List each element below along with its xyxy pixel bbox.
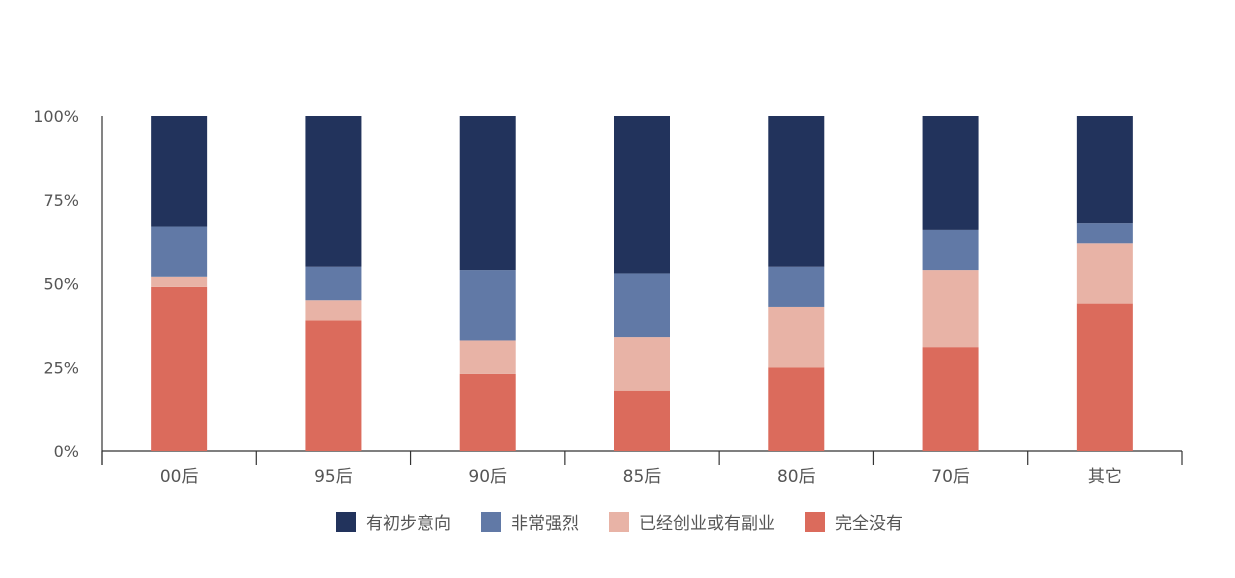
y-tick-label: 50% bbox=[43, 275, 79, 294]
legend-swatch bbox=[336, 512, 356, 532]
bar-segment bbox=[305, 266, 362, 301]
bar-segment bbox=[459, 116, 516, 271]
x-tick-label: 80后 bbox=[777, 467, 816, 487]
bar-segment bbox=[768, 266, 825, 307]
bar-segment bbox=[151, 226, 208, 277]
bar-segment bbox=[614, 116, 670, 274]
bar-segment bbox=[151, 286, 208, 451]
bar-segment bbox=[459, 373, 516, 451]
legend-label: 已经创业或有副业 bbox=[639, 514, 775, 534]
bar-segment bbox=[151, 116, 208, 227]
legend-swatch bbox=[481, 512, 501, 532]
bar-segment bbox=[305, 320, 362, 451]
bar-segment bbox=[1076, 303, 1133, 451]
bar-segment bbox=[614, 273, 670, 338]
bar-segment bbox=[1076, 223, 1133, 244]
legend-swatch bbox=[805, 512, 825, 532]
bar-segment bbox=[922, 229, 979, 271]
legend: 有初步意向 非常强烈 已经创业或有副业 完全没有 bbox=[336, 512, 903, 534]
x-tick-label: 其它 bbox=[1088, 467, 1122, 487]
legend-label: 有初步意向 bbox=[366, 514, 451, 534]
bar-segment bbox=[614, 337, 670, 391]
bar-segment bbox=[459, 270, 516, 341]
bar-segment bbox=[1076, 243, 1133, 304]
bar-segment bbox=[459, 340, 516, 374]
bar-segment bbox=[922, 347, 979, 451]
legend-label: 非常强烈 bbox=[511, 514, 579, 534]
bar-segment bbox=[305, 116, 362, 267]
bar-segment bbox=[1076, 116, 1133, 224]
legend-label: 完全没有 bbox=[835, 514, 903, 534]
y-tick-label: 75% bbox=[43, 191, 79, 210]
x-tick-label: 85后 bbox=[623, 467, 662, 487]
legend-swatch bbox=[609, 512, 629, 532]
bar-segment bbox=[614, 390, 670, 451]
x-tick-label: 90后 bbox=[468, 467, 507, 487]
x-tick-label: 00后 bbox=[160, 467, 199, 487]
bar-segment bbox=[922, 116, 979, 230]
bar-segment bbox=[305, 300, 362, 321]
y-tick-label: 25% bbox=[43, 358, 79, 377]
bar-segment bbox=[768, 367, 825, 451]
bar-segment bbox=[151, 276, 208, 287]
bar-segment bbox=[768, 306, 825, 368]
bar-segment bbox=[768, 116, 825, 267]
x-tick-label: 95后 bbox=[314, 467, 353, 487]
y-tick-label: 0% bbox=[54, 442, 79, 461]
axes: 0% 25% 50% 75% 100% 00后 95后 90后 85后 80后 70后 其它 bbox=[33, 107, 1183, 487]
bars bbox=[151, 116, 1133, 451]
y-tick-label: 100% bbox=[33, 107, 79, 126]
x-tick-label: 70后 bbox=[931, 467, 970, 487]
bar-segment bbox=[922, 270, 979, 348]
